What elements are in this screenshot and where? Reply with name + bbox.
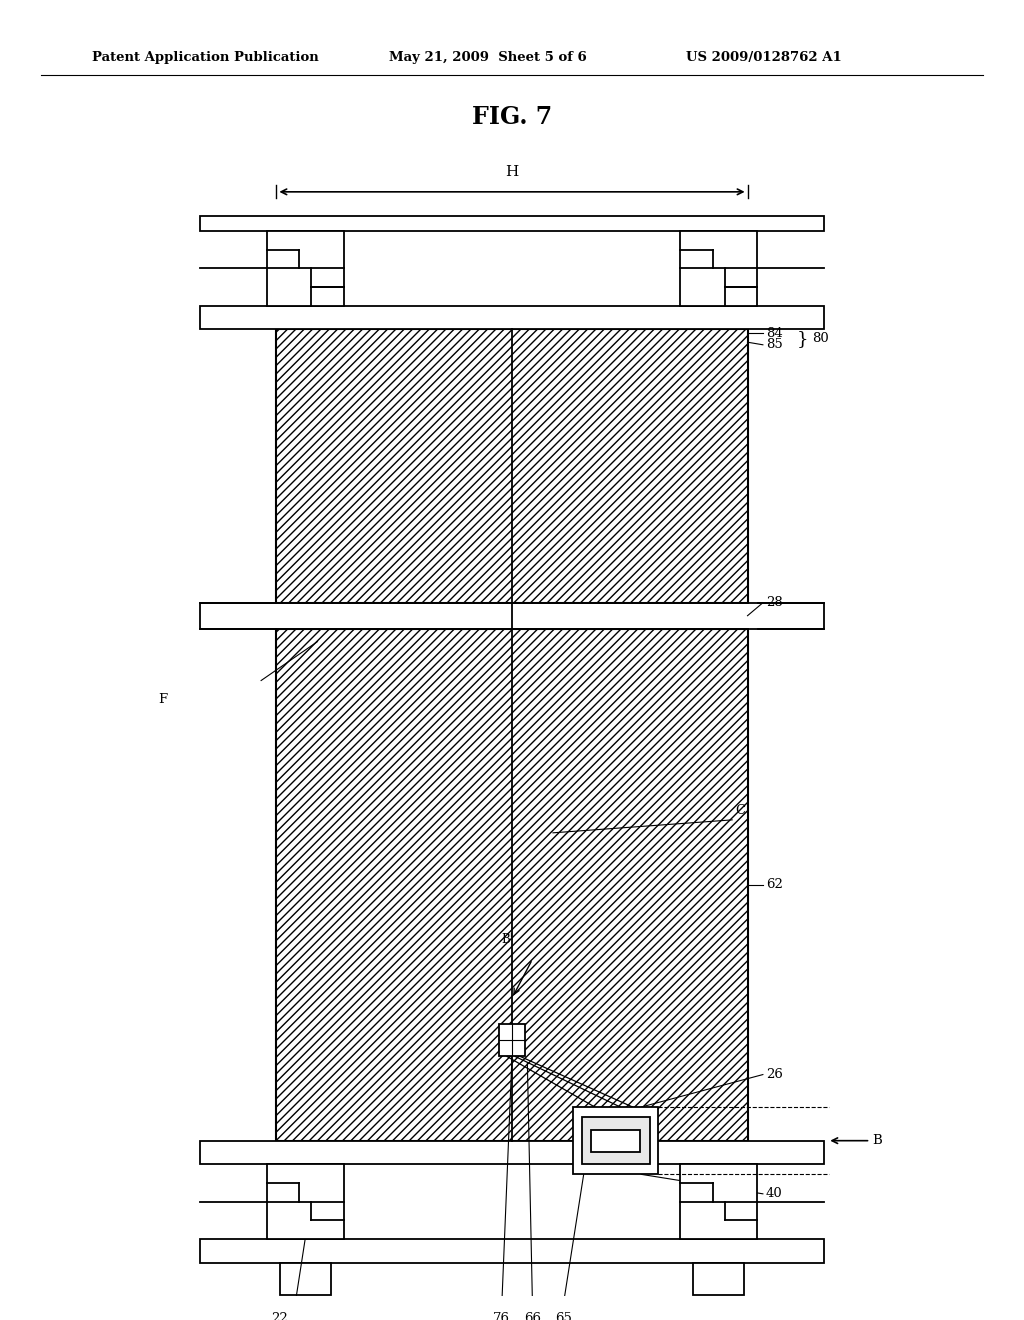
Text: 84: 84 [766, 326, 782, 339]
Bar [280, 1262, 331, 1295]
Text: }: } [797, 330, 808, 348]
Bar [200, 603, 824, 628]
Text: FIG. 7: FIG. 7 [472, 104, 552, 128]
Text: 62: 62 [766, 878, 782, 891]
Text: 66: 66 [524, 1312, 541, 1320]
Text: May 21, 2009  Sheet 5 of 6: May 21, 2009 Sheet 5 of 6 [389, 50, 587, 63]
Text: C: C [735, 804, 745, 817]
Text: 85: 85 [766, 338, 782, 351]
Bar [276, 329, 748, 603]
Text: 22: 22 [271, 1312, 288, 1320]
Bar [266, 1164, 344, 1239]
Bar [592, 1130, 640, 1151]
Text: Patent Application Publication: Patent Application Publication [92, 50, 318, 63]
Text: 40: 40 [766, 1187, 782, 1200]
Text: 76: 76 [494, 1312, 510, 1320]
Bar [200, 306, 824, 329]
Bar [680, 1164, 757, 1239]
Text: B': B' [501, 933, 513, 946]
Text: 65: 65 [555, 1312, 571, 1320]
Bar [200, 1140, 824, 1164]
Bar [200, 216, 824, 231]
Bar [200, 1239, 824, 1262]
Text: 80: 80 [812, 333, 828, 346]
Bar [500, 1024, 524, 1056]
Text: 28: 28 [766, 597, 782, 610]
Bar [680, 231, 757, 306]
Bar [693, 1262, 744, 1295]
Bar [582, 1117, 650, 1164]
Text: 26: 26 [766, 1068, 782, 1081]
Text: F: F [159, 693, 168, 706]
Bar [266, 231, 344, 306]
Bar [573, 1107, 658, 1175]
Text: B: B [872, 1134, 883, 1147]
Bar [276, 628, 748, 1140]
Text: US 2009/0128762 A1: US 2009/0128762 A1 [686, 50, 842, 63]
Text: H: H [506, 165, 518, 180]
